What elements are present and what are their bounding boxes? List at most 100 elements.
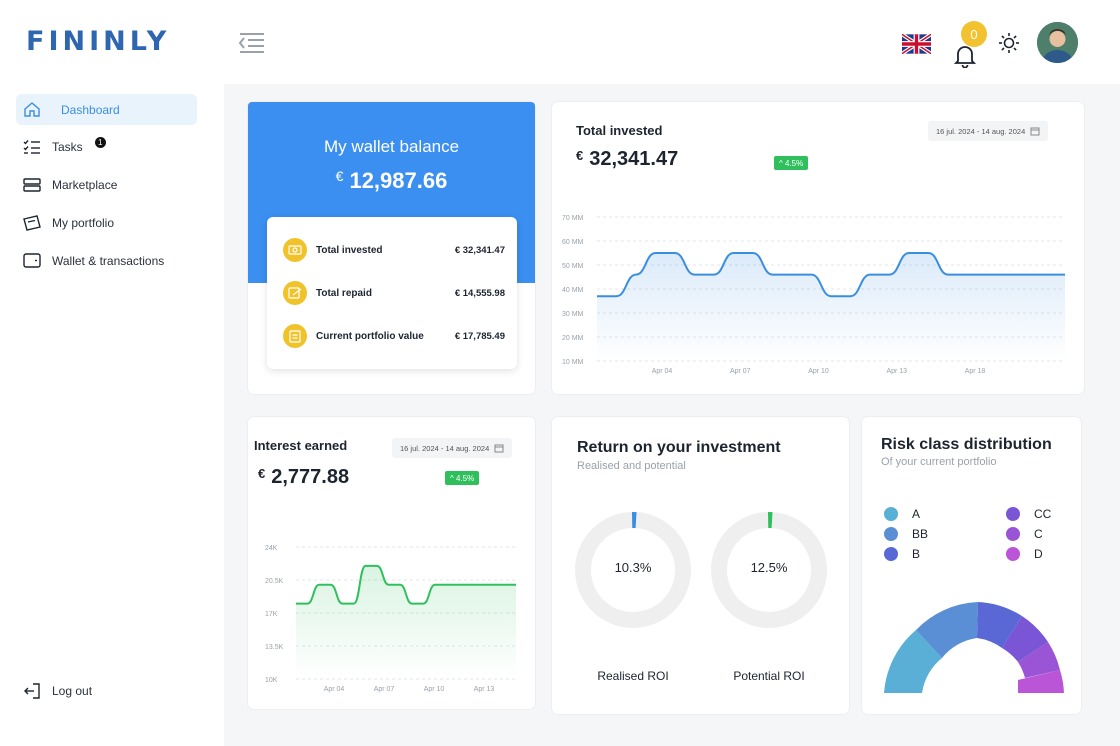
sidebar-item-label: Marketplace [52,177,118,192]
legend-label: CC [1034,507,1052,521]
legend-item-bb: BB [884,527,928,541]
x-tick-label: Apr 10 [808,368,829,375]
summary-label: Total repaid [316,287,372,299]
total-invested-title: Total invested [576,123,663,138]
total-invested-amount-value: 32,341.47 [589,148,679,170]
risk-title: Risk class distribution [881,436,1052,453]
sidebar-item-label: Dashboard [61,102,120,117]
portfolio-icon [21,214,43,232]
document-icon [283,324,307,348]
summary-label: Current portfolio value [316,330,424,342]
notification-bell-icon[interactable] [954,44,976,68]
currency-symbol: € [258,466,266,481]
legend-item-cc: CC [1006,507,1051,521]
donut-arc-realised [575,512,691,628]
interest-earned-amount: €2,777.88 [258,466,349,489]
y-tick-label: 20.5K [265,578,284,585]
legend-item-c: C [1006,527,1043,541]
summary-row-portfolio-value: Current portfolio value € 17,785.49 [283,323,505,349]
logout-button[interactable]: Log out [16,675,197,706]
money-icon [283,238,307,262]
sidebar-item-tasks[interactable]: Tasks 1 [16,131,197,162]
tasks-count-badge: 1 [94,137,106,148]
y-tick-label: 24K [265,545,278,552]
legend-dot [884,547,898,561]
gauge-segment-c [1018,642,1060,678]
sidebar-item-my-portfolio[interactable]: My portfolio [16,207,197,238]
series-area [296,565,516,679]
wallet-title: My wallet balance [323,137,460,156]
sidebar-item-label: My portfolio [52,215,115,230]
legend-label: A [912,507,921,521]
summary-row-total-invested: Total invested € 32,341.47 [283,237,505,263]
y-tick-label: 17K [265,611,278,618]
sidebar-item-label: Tasks [52,139,83,154]
series-line [296,564,516,605]
interest-earned-title: Interest earned [254,438,348,453]
wallet-amount: €12,987.66 [248,168,535,194]
wallet-icon [21,252,43,270]
total-invested-amount: €32,341.47 [576,148,678,171]
summary-label: Total invested [316,244,383,256]
x-tick-label: Apr 07 [374,686,395,693]
home-icon [21,101,43,119]
y-tick-label: 30 MM [562,311,584,318]
summary-value: € 14,555.98 [454,287,505,299]
marketplace-icon [21,176,43,194]
legend-dot [884,507,898,521]
y-tick-label: 10 MM [562,359,584,366]
legend-label: C [1034,527,1043,541]
notification-count-badge: 0 [961,21,987,47]
currency-symbol: € [335,168,344,184]
gauge-segment-d [1018,670,1064,693]
risk-gauge-chart [884,602,1064,693]
menu-toggle-icon[interactable] [238,32,266,54]
date-range-text: 16 jul. 2024 - 14 aug. 2024 [400,443,490,453]
legend-label: B [912,547,921,561]
x-tick-label: Apr 10 [424,686,445,693]
tasks-icon [21,138,43,156]
y-tick-label: 70 MM [562,215,584,222]
theme-toggle-sun-icon[interactable] [998,32,1020,54]
brand-logo[interactable]: FININLY [26,26,171,57]
summary-value: € 32,341.47 [454,244,505,256]
user-avatar[interactable] [1037,22,1078,63]
summary-row-total-repaid: Total repaid € 14,555.98 [283,280,505,306]
total-invested-chart: 70 MM 60 MM 50 MM 40 MM 30 MM 20 MM 10 MM Apr 0… [562,215,1065,375]
y-tick-label: 40 MM [562,287,584,294]
legend-dot [884,527,898,541]
uk-flag-icon[interactable] [902,34,931,54]
date-range-picker[interactable]: 16 jul. 2024 - 14 aug. 2024 [392,438,513,458]
potential-roi-label: Potential ROI [733,669,805,683]
logout-label: Log out [52,683,93,698]
x-tick-label: Apr 07 [730,368,751,375]
x-tick-label: Apr 13 [474,686,495,693]
sidebar-item-marketplace[interactable]: Marketplace [16,169,197,200]
realised-roi-label: Realised ROI [597,669,669,683]
date-range-picker[interactable]: 16 jul. 2024 - 14 aug. 2024 [928,121,1049,141]
logout-icon [21,682,43,700]
y-tick-label: 10K [265,677,278,684]
repaid-icon [283,281,307,305]
wallet-summary-panel: Total invested € 32,341.47 Total repaid … [267,217,517,369]
series-line [597,252,1065,298]
roi-card [552,417,849,714]
potential-roi-donut [711,512,827,628]
interest-earned-chart: 24K 20.5K 17K 13.5K 10K Apr 04 Apr 07 Apr 10 Apr… [265,545,516,693]
sidebar-item-label: Wallet & transactions [52,253,165,268]
legend-dot [1006,547,1020,561]
top-bar: FININLY 0 [0,0,1120,84]
currency-symbol: € [576,148,584,163]
wallet-amount-value: 12,987.66 [349,168,448,193]
summary-value: € 17,785.49 [454,330,505,342]
legend-item-a: A [884,507,920,521]
y-tick-label: 20 MM [562,335,584,342]
sidebar-item-wallet-transactions[interactable]: Wallet & transactions [16,245,197,276]
sidebar-item-dashboard[interactable]: Dashboard [16,94,197,125]
y-tick-label: 60 MM [562,239,584,246]
legend-item-b: B [884,547,920,561]
roi-subtitle: Realised and potential [577,460,686,472]
x-tick-label: Apr 18 [965,368,986,375]
realised-roi-value: 10.3% [614,560,652,575]
interest-earned-amount-value: 2,777.88 [271,466,350,488]
